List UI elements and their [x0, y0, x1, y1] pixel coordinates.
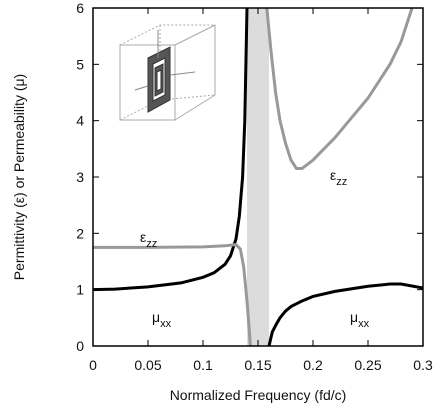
shaded-band: [247, 8, 269, 346]
x-tick-label: 0: [89, 357, 97, 373]
y-axis-title: Permittivity (ε) or Permeability (μ): [11, 74, 27, 280]
inset-cube: [119, 24, 216, 121]
y-tick-label: 3: [76, 169, 84, 185]
label-symbol: ε: [330, 167, 336, 183]
label-subscript: zz: [146, 238, 157, 250]
y-tick-label: 1: [76, 282, 84, 298]
label-symbol: μ: [152, 309, 160, 325]
y-tick-label: 0: [76, 338, 84, 354]
x-tick-label: 0.1: [193, 357, 213, 373]
y-tick-label: 6: [76, 0, 84, 16]
x-tick-label: 0.25: [354, 357, 381, 373]
line-series: [93, 8, 423, 346]
label-symbol: μ: [350, 309, 358, 325]
label-subscript: xx: [160, 318, 172, 330]
y-tick-label: 4: [76, 113, 84, 129]
curve-label: εzz: [140, 229, 157, 250]
label-symbol: ε: [140, 229, 146, 245]
x-tick-label: 0.05: [134, 357, 161, 373]
label-subscript: zz: [336, 176, 347, 188]
curve-label: μxx: [350, 309, 370, 330]
y-tick-label: 5: [76, 56, 84, 72]
x-tick-label: 0.15: [244, 357, 271, 373]
x-tick-label: 0.2: [303, 357, 323, 373]
y-tick-label: 2: [76, 225, 84, 241]
curve-label: εzz: [330, 167, 347, 188]
x-axis-title: Normalized Frequency (fd/c): [170, 387, 347, 403]
label-subscript: xx: [358, 318, 370, 330]
line-series: [93, 8, 414, 346]
curve-label: μxx: [152, 309, 172, 330]
x-tick-label: 0.3: [413, 357, 433, 373]
